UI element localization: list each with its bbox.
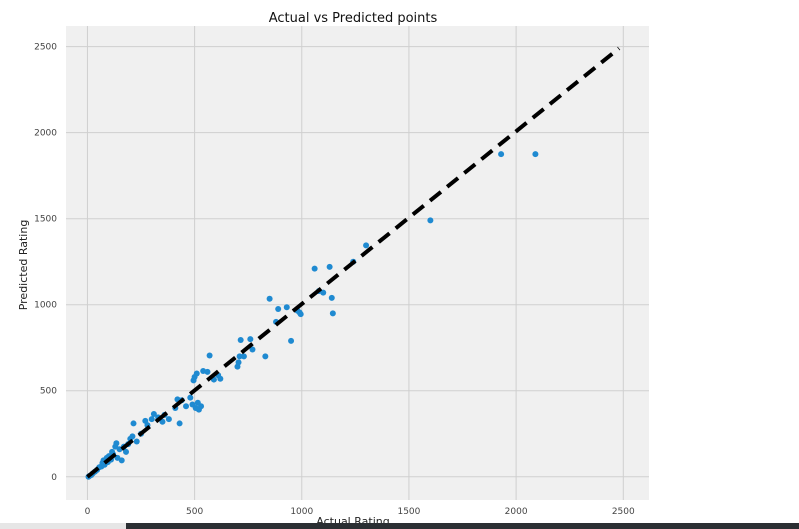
data-point [320, 289, 327, 296]
grid-lines [66, 26, 649, 500]
data-point [240, 353, 247, 360]
data-point [148, 416, 155, 423]
data-point [498, 151, 505, 158]
bottom-bar-left [0, 523, 126, 529]
y-axis-label: Predicted Rating [17, 220, 30, 311]
data-point [326, 263, 333, 270]
data-point [193, 370, 200, 377]
data-point [532, 151, 539, 158]
y-tick-label: 2500 [34, 43, 57, 53]
data-point [235, 359, 242, 366]
data-point [133, 438, 140, 445]
y-tick-labels: 0 500 1000 1500 2000 2500 [34, 43, 57, 483]
x-tick-labels: 0 500 1000 1500 2000 2500 [85, 507, 635, 517]
data-point [297, 311, 304, 318]
data-point [427, 217, 434, 224]
data-point [311, 265, 318, 272]
data-point [118, 457, 125, 464]
x-tick-label: 1500 [397, 507, 420, 517]
bottom-bar-right [126, 523, 799, 529]
data-point [206, 352, 213, 359]
y-tick-label: 1500 [34, 215, 57, 225]
data-point [236, 353, 243, 360]
data-point [129, 433, 136, 440]
data-point [204, 368, 211, 375]
data-point [363, 242, 370, 249]
x-tick-label: 2500 [612, 507, 635, 517]
x-tick-label: 500 [186, 507, 203, 517]
y-tick-label: 2000 [34, 129, 57, 139]
data-point [247, 336, 254, 343]
data-point [183, 403, 190, 410]
y-tick-label: 0 [51, 473, 57, 483]
data-point [187, 394, 194, 401]
data-point [275, 306, 282, 313]
x-tick-label: 2000 [505, 507, 528, 517]
chart-title: Actual vs Predicted points [269, 11, 438, 26]
x-tick-label: 0 [85, 507, 91, 517]
y-tick-label: 1000 [34, 301, 57, 311]
data-point [176, 420, 183, 427]
data-point [150, 410, 157, 417]
data-point [266, 295, 273, 302]
x-tick-label: 1000 [290, 507, 313, 517]
data-point [288, 337, 295, 344]
data-point [237, 336, 244, 343]
data-point [123, 448, 130, 455]
y-tick-label: 500 [40, 387, 57, 397]
data-point [283, 304, 290, 311]
data-point [328, 294, 335, 301]
data-point [249, 346, 256, 353]
data-point [165, 416, 172, 423]
data-point [130, 420, 137, 427]
data-point [262, 353, 269, 360]
data-point [217, 375, 224, 382]
data-point [329, 310, 336, 317]
data-point [198, 403, 205, 410]
data-point [159, 418, 166, 425]
data-point [113, 440, 120, 447]
reference-line [86, 46, 621, 479]
